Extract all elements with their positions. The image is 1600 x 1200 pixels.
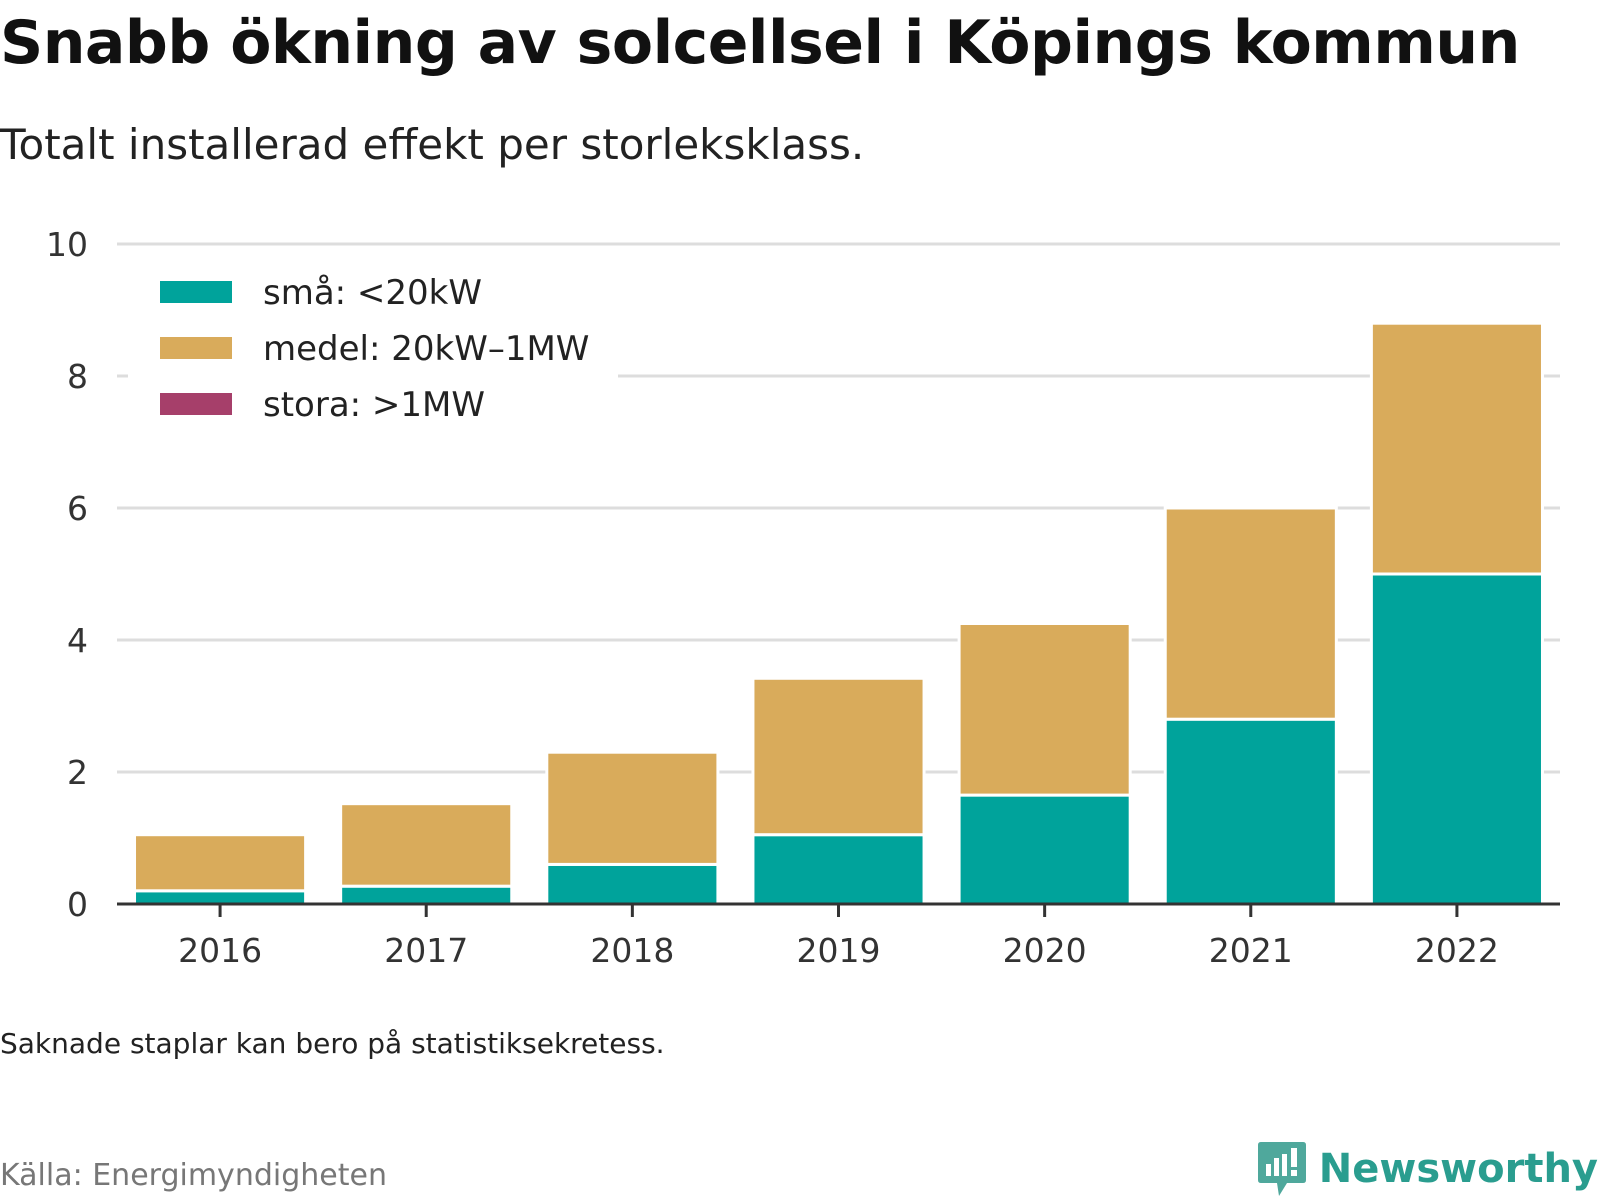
y-tick-label: 10	[46, 225, 88, 264]
bar-segment	[545, 750, 720, 866]
legend-swatch	[160, 393, 232, 415]
bar-segment	[339, 802, 514, 888]
x-tick-label: 2018	[590, 931, 674, 970]
legend-swatch	[160, 281, 232, 303]
legend-swatch	[160, 337, 232, 359]
bar-segment	[1163, 506, 1338, 721]
bar-segment	[957, 793, 1132, 906]
x-axis: 2016 2017 2018 2019 2020 2021 2022	[117, 902, 1560, 970]
y-tick-label: 8	[67, 357, 88, 396]
x-tick-label: 2019	[797, 931, 881, 970]
legend: små: <20kW medel: 20kW–1MW stora: >1MW	[128, 252, 618, 442]
legend-label: medel: 20kW–1MW	[263, 329, 589, 369]
y-tick-label: 0	[67, 885, 88, 924]
newsworthy-logo-icon	[1257, 1142, 1306, 1196]
x-tick-label: 2017	[384, 931, 468, 970]
bar-segment	[751, 676, 926, 837]
bar-segment	[957, 622, 1132, 797]
bar-segment	[1369, 572, 1544, 906]
x-tick-label: 2022	[1415, 931, 1499, 970]
y-tick-label: 6	[67, 489, 88, 528]
brand-name: Newsworthy	[1318, 1146, 1598, 1192]
legend-label: stora: >1MW	[263, 385, 485, 425]
x-tick-label: 2016	[178, 931, 262, 970]
bars	[133, 321, 1544, 906]
bar-segment	[339, 884, 514, 906]
brand-logo: Newsworthy	[1257, 1140, 1598, 1198]
x-tick-label: 2021	[1209, 931, 1293, 970]
source-credit: Källa: Energimyndigheten	[0, 1158, 387, 1193]
y-tick-label: 4	[67, 621, 88, 660]
chart-subtitle: Totalt installerad effekt per storlekskl…	[0, 120, 865, 169]
footnote: Saknade staplar kan bero på statistiksek…	[0, 1027, 665, 1060]
chart-title: Snabb ökning av solcellsel i Köpings kom…	[0, 8, 1520, 78]
bar-segment	[751, 833, 926, 906]
bar-segment	[1163, 717, 1338, 906]
bar-segment	[133, 833, 308, 893]
stacked-bar-chart: 0 2 4 6 8 10 2016 2017 2018 2019 2020 2021 2022 små…	[46, 225, 1560, 970]
x-tick-label: 2020	[1003, 931, 1087, 970]
legend-label: små: <20kW	[263, 273, 482, 313]
y-tick-label: 2	[67, 753, 88, 792]
bar-segment	[1369, 321, 1544, 576]
bar-segment	[545, 862, 720, 906]
y-axis-ticks: 0 2 4 6 8 10	[46, 225, 88, 924]
bar-segment	[133, 889, 308, 906]
